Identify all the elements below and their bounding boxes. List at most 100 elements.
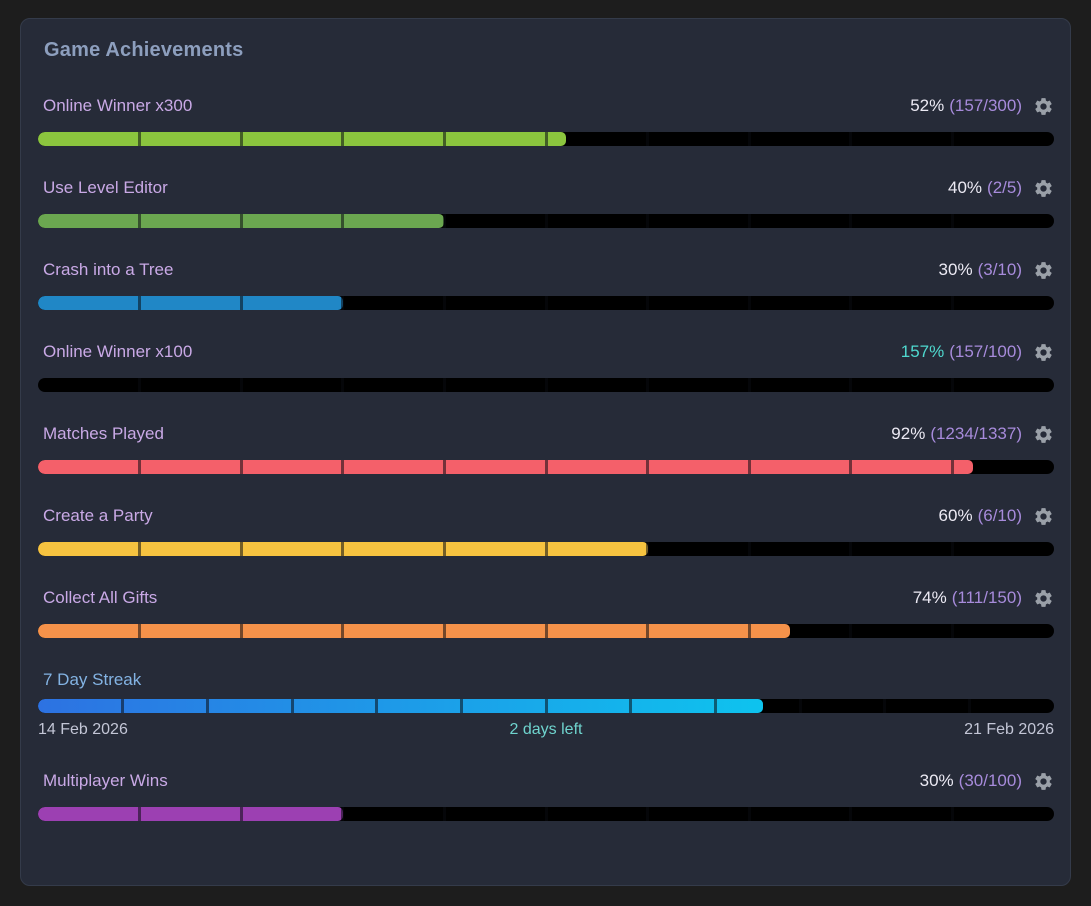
segment-divider: [544, 214, 548, 228]
segment-divider: [341, 807, 345, 821]
segment-divider: [950, 542, 954, 556]
achievement-header: Create a Party 60% (6/10): [43, 505, 1054, 527]
progress-text: 30% (30/100): [920, 771, 1022, 791]
settings-gear-button[interactable]: [1032, 770, 1054, 792]
segment-divider: [967, 699, 971, 713]
segment-divider: [950, 624, 954, 638]
segment-divider: [239, 378, 243, 392]
segment-divider: [883, 699, 887, 713]
segment-divider: [138, 624, 142, 638]
percent-value: 40%: [948, 178, 983, 197]
segment-divider: [646, 214, 650, 228]
progress-bar-track: [38, 542, 1054, 556]
achievement-header: Crash into a Tree 30% (3/10): [43, 259, 1054, 281]
segment-divider: [442, 132, 446, 146]
gear-icon: [1034, 261, 1052, 279]
segment-divider: [950, 214, 954, 228]
segment-divider: [442, 807, 446, 821]
segment-divider: [239, 132, 243, 146]
percent-value: 92%: [891, 424, 926, 443]
settings-gear-button[interactable]: [1032, 177, 1054, 199]
segment-divider: [442, 460, 446, 474]
achievement-row: Multiplayer Wins 30% (30/100): [38, 770, 1054, 821]
segment-divider: [341, 214, 345, 228]
segment-divider: [713, 699, 717, 713]
achievement-header: Online Winner x100 157% (157/100): [43, 341, 1054, 363]
segment-divider: [341, 460, 345, 474]
segment-divider: [849, 296, 853, 310]
segment-divider: [747, 296, 751, 310]
settings-gear-button[interactable]: [1032, 95, 1054, 117]
streak-dates-row: 14 Feb 2026 2 days left 21 Feb 2026: [38, 721, 1054, 739]
achievement-stats: 60% (6/10): [939, 505, 1054, 527]
progress-bar-fill: [38, 132, 567, 146]
segment-divider: [239, 542, 243, 556]
segment-divider: [442, 378, 446, 392]
fraction-value: (3/10): [977, 260, 1022, 279]
segment-divider: [646, 378, 650, 392]
achievement-row: Create a Party 60% (6/10): [38, 505, 1054, 556]
settings-gear-button[interactable]: [1032, 423, 1054, 445]
segment-divider: [950, 807, 954, 821]
fraction-value: (111/150): [951, 588, 1022, 607]
gear-icon: [1034, 507, 1052, 525]
settings-gear-button[interactable]: [1032, 587, 1054, 609]
segment-divider: [798, 699, 802, 713]
progress-bar-track: [38, 378, 1054, 392]
gear-icon: [1034, 425, 1052, 443]
settings-gear-button[interactable]: [1032, 259, 1054, 281]
segment-divider: [239, 807, 243, 821]
segment-divider: [646, 296, 650, 310]
progress-text: 30% (3/10): [939, 260, 1022, 280]
achievement-row: Matches Played 92% (1234/1337): [38, 423, 1054, 474]
fraction-value: (30/100): [958, 771, 1022, 790]
segment-divider: [747, 132, 751, 146]
progress-text: 157% (157/100): [901, 342, 1022, 362]
segment-divider: [849, 214, 853, 228]
progress-bar-fill: [38, 699, 764, 713]
segment-divider: [459, 699, 463, 713]
segment-divider: [239, 460, 243, 474]
progress-bar-fill: [38, 460, 973, 474]
progress-bar-track: [38, 214, 1054, 228]
segment-divider: [442, 542, 446, 556]
progress-bar-fill: [38, 624, 790, 638]
settings-gear-button[interactable]: [1032, 341, 1054, 363]
achievement-stats: 74% (111/150): [913, 587, 1054, 609]
percent-value: 30%: [938, 260, 973, 279]
segment-divider: [544, 460, 548, 474]
segment-divider: [341, 624, 345, 638]
segment-divider: [341, 542, 345, 556]
percent-value: 52%: [910, 96, 945, 115]
segment-divider: [138, 460, 142, 474]
segment-divider: [138, 807, 142, 821]
settings-gear-button[interactable]: [1032, 505, 1054, 527]
segment-divider: [646, 624, 650, 638]
gear-icon: [1034, 179, 1052, 197]
fraction-value: (1234/1337): [930, 424, 1022, 443]
streak-start-date: 14 Feb 2026: [38, 721, 128, 738]
segment-divider: [442, 624, 446, 638]
segment-divider: [646, 807, 650, 821]
progress-bar-track: [38, 460, 1054, 474]
progress-text: 92% (1234/1337): [891, 424, 1022, 444]
segment-divider: [205, 699, 209, 713]
segment-divider: [849, 460, 853, 474]
segment-divider: [239, 624, 243, 638]
segment-divider: [239, 214, 243, 228]
achievement-name: Multiplayer Wins: [43, 771, 168, 790]
achievement-stats: 92% (1234/1337): [891, 423, 1054, 445]
gear-icon: [1034, 97, 1052, 115]
progress-bar-track: [38, 807, 1054, 821]
segment-divider: [747, 378, 751, 392]
progress-bar-track: [38, 296, 1054, 310]
segment-divider: [544, 624, 548, 638]
segment-divider: [849, 378, 853, 392]
achievements-panel: Game Achievements Online Winner x300 52%(…: [20, 18, 1071, 886]
achievement-name: Crash into a Tree: [43, 260, 174, 279]
segment-divider: [849, 807, 853, 821]
achievement-row: Use Level Editor 40% (2/5): [38, 177, 1054, 228]
progress-text: 74% (111/150): [913, 588, 1022, 608]
progress-text: 52% (157/300): [910, 96, 1022, 116]
achievement-row: Online Winner x100 157% (157/100): [38, 341, 1054, 392]
